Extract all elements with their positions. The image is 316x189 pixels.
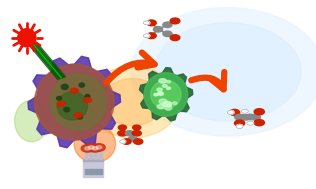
Circle shape xyxy=(70,88,78,93)
Ellipse shape xyxy=(74,125,116,163)
Circle shape xyxy=(120,140,126,143)
Bar xyxy=(85,150,87,159)
Circle shape xyxy=(118,131,127,136)
Circle shape xyxy=(229,109,240,115)
Ellipse shape xyxy=(57,96,62,100)
Circle shape xyxy=(236,125,243,129)
Ellipse shape xyxy=(15,100,49,142)
Circle shape xyxy=(251,114,260,120)
Circle shape xyxy=(166,104,172,107)
Circle shape xyxy=(147,20,156,26)
Circle shape xyxy=(158,92,162,94)
Circle shape xyxy=(254,120,264,126)
Circle shape xyxy=(245,114,255,120)
Circle shape xyxy=(234,120,245,126)
Circle shape xyxy=(167,87,171,89)
Circle shape xyxy=(172,102,177,105)
Circle shape xyxy=(163,31,172,36)
Circle shape xyxy=(159,99,167,104)
Circle shape xyxy=(241,109,248,113)
Circle shape xyxy=(240,114,250,120)
Circle shape xyxy=(74,113,82,118)
Circle shape xyxy=(162,84,167,87)
Ellipse shape xyxy=(18,29,36,47)
Circle shape xyxy=(143,34,150,38)
Ellipse shape xyxy=(50,74,106,130)
Ellipse shape xyxy=(144,73,188,116)
Ellipse shape xyxy=(64,107,70,112)
Circle shape xyxy=(227,110,234,115)
Bar xyxy=(89,169,93,174)
Ellipse shape xyxy=(61,84,68,90)
Circle shape xyxy=(83,98,92,103)
Circle shape xyxy=(170,18,180,24)
Polygon shape xyxy=(28,56,121,148)
Ellipse shape xyxy=(131,8,316,136)
Ellipse shape xyxy=(77,115,82,119)
Ellipse shape xyxy=(86,66,179,138)
Circle shape xyxy=(118,125,126,130)
Bar xyxy=(89,150,92,159)
Bar xyxy=(99,150,102,159)
Circle shape xyxy=(122,139,131,144)
Circle shape xyxy=(134,139,143,144)
Ellipse shape xyxy=(34,64,114,140)
Circle shape xyxy=(132,131,141,136)
Circle shape xyxy=(57,101,65,106)
Bar xyxy=(83,161,103,177)
Circle shape xyxy=(85,144,98,151)
Bar xyxy=(83,159,103,161)
Circle shape xyxy=(81,145,94,152)
Circle shape xyxy=(163,22,172,28)
Ellipse shape xyxy=(38,72,111,132)
Circle shape xyxy=(235,114,245,120)
Circle shape xyxy=(247,121,254,125)
Circle shape xyxy=(147,33,156,39)
Ellipse shape xyxy=(57,92,88,120)
Circle shape xyxy=(163,101,172,107)
Circle shape xyxy=(170,35,180,40)
Ellipse shape xyxy=(85,94,90,98)
Bar xyxy=(94,169,97,174)
Bar xyxy=(94,150,97,159)
Circle shape xyxy=(254,109,264,115)
Ellipse shape xyxy=(102,78,163,126)
Ellipse shape xyxy=(154,23,301,121)
Circle shape xyxy=(89,145,101,152)
Circle shape xyxy=(92,147,98,150)
Polygon shape xyxy=(139,68,193,121)
Circle shape xyxy=(93,144,105,151)
Circle shape xyxy=(96,146,102,149)
Circle shape xyxy=(165,106,172,110)
Circle shape xyxy=(85,147,90,150)
Circle shape xyxy=(88,146,94,149)
Circle shape xyxy=(128,136,137,142)
Ellipse shape xyxy=(49,81,99,123)
Circle shape xyxy=(133,125,141,130)
Bar xyxy=(98,169,101,174)
Circle shape xyxy=(143,21,150,25)
Circle shape xyxy=(157,88,162,91)
Bar xyxy=(85,169,88,174)
Ellipse shape xyxy=(79,83,84,87)
Circle shape xyxy=(154,27,162,32)
Ellipse shape xyxy=(151,80,181,109)
Circle shape xyxy=(166,81,171,83)
Circle shape xyxy=(159,79,166,83)
Circle shape xyxy=(125,131,134,136)
Circle shape xyxy=(158,92,164,95)
Circle shape xyxy=(157,105,164,109)
Circle shape xyxy=(154,93,158,96)
